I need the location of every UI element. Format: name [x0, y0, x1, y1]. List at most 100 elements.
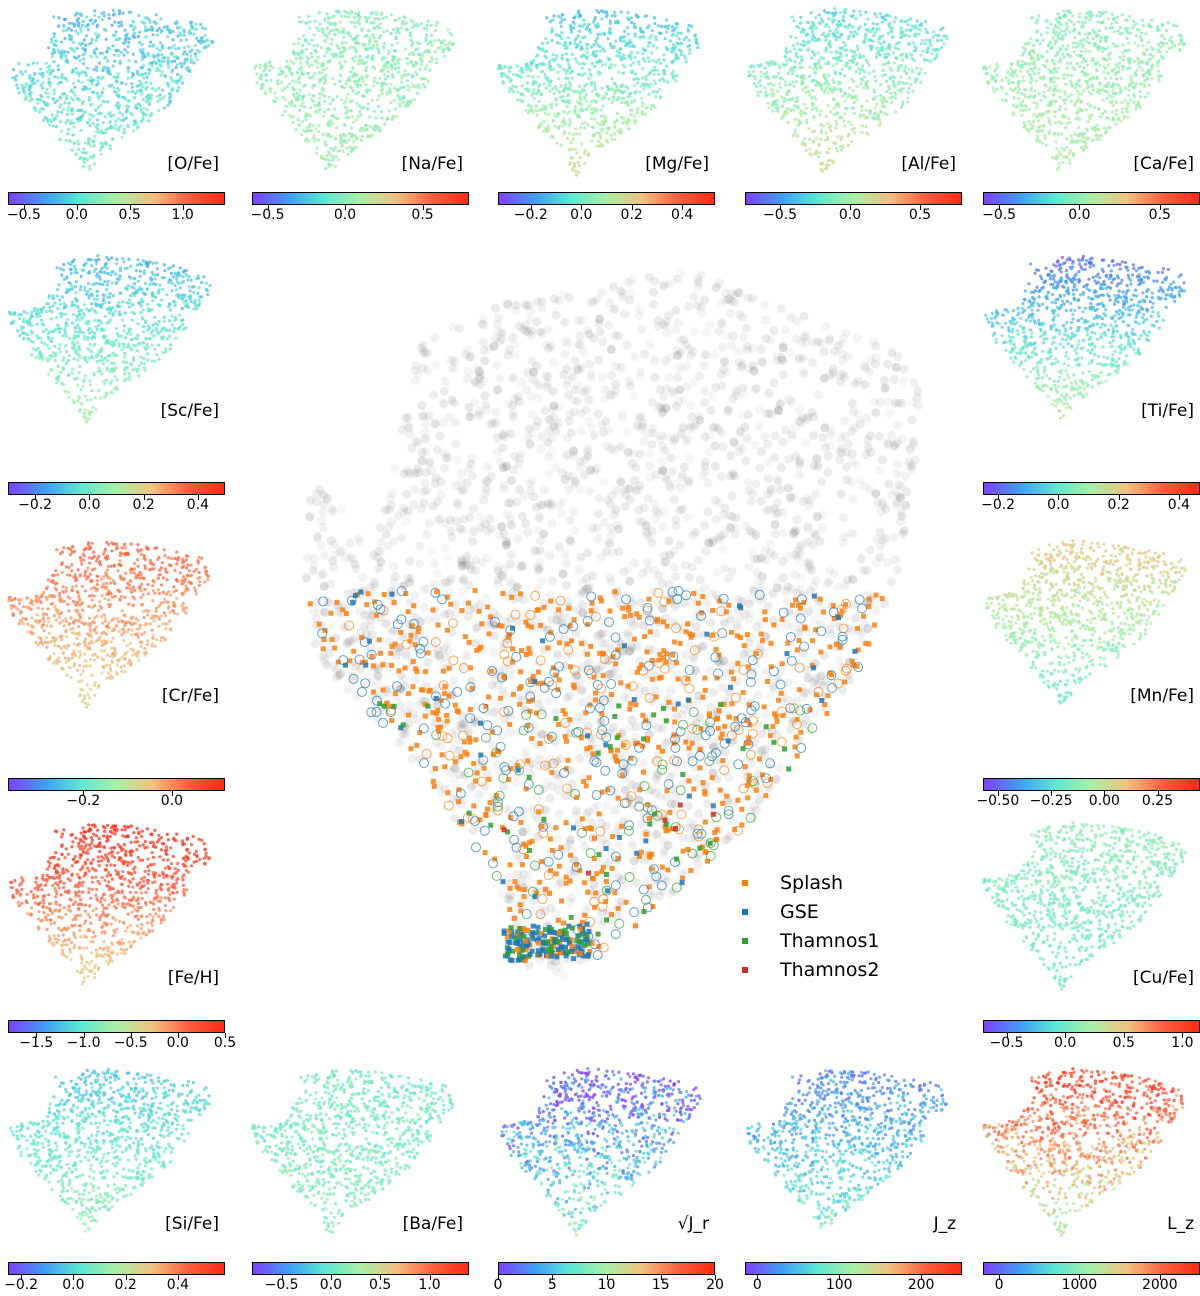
panel-point: [1016, 59, 1020, 64]
panel-point: [11, 68, 15, 72]
panel-point: [1103, 76, 1107, 80]
panel-point: [90, 156, 94, 160]
panel-point: [1050, 155, 1054, 159]
panel-point: [648, 36, 652, 40]
panel-point: [195, 36, 199, 40]
panel-point: [203, 27, 207, 31]
colorbar-0: [8, 192, 225, 205]
panel-point: [297, 20, 302, 24]
panel-point: [881, 63, 885, 67]
panel-point: [303, 114, 307, 119]
panel-point: [790, 15, 795, 19]
colorbar-tick-label: 0.0: [1068, 207, 1091, 223]
panel-point: [332, 14, 336, 18]
panel-point: [407, 52, 411, 56]
panel-point: [913, 80, 917, 84]
panel-point: [93, 13, 97, 17]
panel-point: [330, 98, 334, 102]
panel-point: [886, 45, 890, 49]
panel-point: [666, 80, 670, 84]
panel-point: [984, 72, 988, 76]
panel-point: [144, 71, 148, 76]
panel-point: [165, 337, 169, 341]
colorbar-3: [745, 192, 962, 205]
panel-point: [1062, 113, 1066, 117]
panel-point: [524, 62, 529, 66]
panel-point: [141, 47, 145, 52]
panel-point: [365, 33, 369, 37]
panel-point: [674, 52, 678, 56]
panel-point: [578, 40, 582, 44]
panel-point: [89, 54, 93, 59]
panel-point: [118, 268, 122, 273]
panel-point: [897, 80, 902, 84]
panel-point: [1125, 29, 1129, 34]
panel-point: [778, 66, 782, 70]
panel-point: [1104, 57, 1108, 61]
panel-point: [801, 27, 805, 31]
panel-point: [422, 26, 426, 30]
panel-point: [647, 59, 651, 64]
panel-point: [389, 101, 393, 105]
panel-point: [1043, 136, 1047, 140]
panel-point: [94, 65, 99, 69]
panel-point: [410, 60, 414, 64]
panel-point: [630, 20, 634, 25]
panel-point: [679, 53, 683, 57]
panel-point: [1140, 18, 1144, 22]
panel-point: [832, 33, 837, 37]
panel-point: [72, 40, 76, 45]
panel-point: [174, 47, 178, 51]
panel-point: [855, 61, 859, 65]
panel-point: [633, 34, 637, 39]
panel-point: [1179, 37, 1183, 41]
panel-point: [592, 132, 596, 137]
panel-point: [1008, 87, 1012, 91]
panel-point: [170, 88, 174, 92]
panel-point: [880, 104, 885, 108]
panel-point: [1112, 18, 1116, 22]
panel-point: [1034, 79, 1038, 83]
panel-point: [825, 85, 829, 90]
panel-point: [802, 30, 806, 34]
panel-point: [863, 75, 867, 79]
panel-point: [1096, 128, 1100, 132]
panel-point: [293, 104, 297, 108]
panel-point: [835, 111, 839, 115]
panel-point: [877, 27, 881, 31]
panel-point: [338, 51, 342, 55]
panel-point: [153, 295, 158, 299]
panel-point: [371, 57, 375, 62]
panel-point: [619, 35, 623, 39]
panel-point: [545, 129, 549, 133]
panel-point: [88, 342, 92, 346]
panel-point: [579, 126, 583, 130]
panel-point: [1159, 45, 1163, 49]
panel-point: [1086, 120, 1090, 124]
panel-point: [347, 138, 351, 143]
panel-point: [401, 95, 405, 99]
panel-point: [147, 102, 151, 106]
panel-point: [663, 72, 667, 76]
panel-point: [610, 87, 614, 91]
panel-point: [344, 99, 348, 103]
panel-point: [100, 51, 104, 56]
panel-point: [516, 98, 520, 102]
panel-point: [28, 74, 32, 78]
panel-point: [650, 29, 654, 33]
panel-point: [605, 85, 609, 89]
panel-point: [803, 142, 807, 146]
panel-point: [348, 46, 352, 50]
panel-point: [78, 409, 82, 413]
panel-point: [353, 46, 357, 50]
panel-point: [901, 87, 905, 91]
panel-point: [1037, 71, 1041, 76]
panel-point: [1041, 63, 1045, 67]
panel-point: [157, 108, 161, 113]
panel-point: [317, 130, 321, 134]
panel-point: [597, 11, 601, 15]
panel-point: [1160, 22, 1165, 26]
panel-point: [377, 26, 381, 30]
panel-point: [1051, 36, 1055, 40]
panel-point: [1126, 67, 1130, 71]
